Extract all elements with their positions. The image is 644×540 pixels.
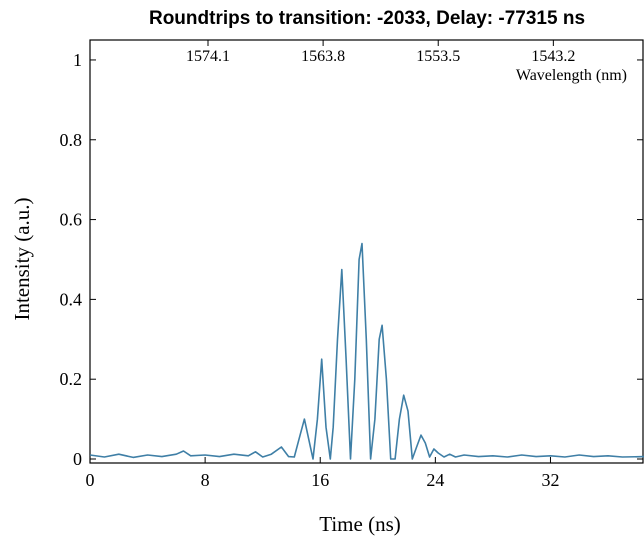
wavelength-tick-label: 1563.8 [301, 48, 345, 65]
y-axis-label: Intensity (a.u.) [10, 197, 34, 320]
wavelength-tick-label: 1574.1 [186, 48, 230, 65]
plot-axes [89, 39, 644, 464]
x-axis-label: Time (ns) [319, 512, 401, 536]
wavelength-tick-label: 1553.5 [416, 48, 460, 65]
y-tick-label: 0.4 [60, 289, 83, 309]
x-tick-label: 16 [311, 470, 329, 490]
x-tick-label: 8 [201, 470, 210, 490]
wavelength-axis-label: Wavelength (nm) [516, 67, 627, 84]
y-tick-label: 1 [73, 50, 82, 70]
y-tick-label: 0.6 [60, 210, 83, 230]
x-tick-label: 32 [541, 470, 559, 490]
intensity-line [89, 242, 644, 460]
x-tick-label: 24 [426, 470, 444, 490]
axis-ticks: 0 8 16 24 32 0 0.2 0.4 0.6 0.8 1 1574.1 1563.8 1553.5… [60, 40, 643, 490]
wavelength-tick-label: 1543.2 [531, 48, 575, 65]
y-tick-label: 0.8 [60, 130, 83, 150]
x-tick-label: 0 [86, 470, 95, 490]
plot-frame [89, 39, 644, 464]
y-tick-label: 0 [73, 449, 82, 469]
y-tick-label: 0.2 [60, 369, 83, 389]
chart-title: Roundtrips to transition: -2033, Delay: … [149, 8, 585, 29]
